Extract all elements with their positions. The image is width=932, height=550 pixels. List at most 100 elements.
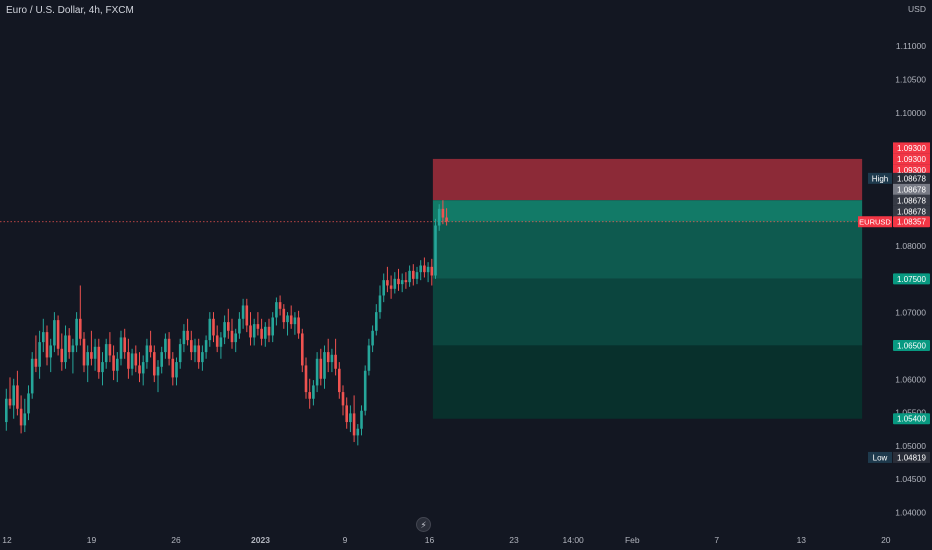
candle-body[interactable] bbox=[116, 358, 119, 371]
candle-body[interactable] bbox=[330, 354, 334, 363]
candle-body[interactable] bbox=[149, 345, 152, 353]
candle-body[interactable] bbox=[227, 322, 230, 331]
candle-body[interactable] bbox=[182, 330, 186, 345]
candle-body[interactable] bbox=[104, 344, 108, 363]
candle-body[interactable] bbox=[412, 270, 415, 279]
candle-body[interactable] bbox=[82, 338, 86, 366]
candle-body[interactable] bbox=[56, 320, 60, 349]
candle-body[interactable] bbox=[323, 352, 326, 379]
candle-body[interactable] bbox=[345, 405, 348, 423]
candle-body[interactable] bbox=[112, 355, 115, 371]
candle-body[interactable] bbox=[71, 345, 75, 353]
candle-body[interactable] bbox=[289, 315, 293, 325]
candle-body[interactable] bbox=[367, 345, 371, 371]
candle-body[interactable] bbox=[215, 335, 219, 347]
candle-body[interactable] bbox=[86, 352, 89, 366]
candle-body[interactable] bbox=[404, 280, 408, 283]
candle-body[interactable] bbox=[371, 330, 374, 346]
candle-body[interactable] bbox=[230, 330, 234, 343]
candle-body[interactable] bbox=[23, 413, 27, 426]
candle-body[interactable] bbox=[97, 346, 101, 373]
candle-body[interactable] bbox=[64, 335, 67, 363]
candle-body[interactable] bbox=[445, 217, 448, 222]
candle-body[interactable] bbox=[138, 365, 141, 374]
take-profit-zone[interactable] bbox=[432, 200, 863, 222]
candle-body[interactable] bbox=[441, 208, 445, 218]
candle-body[interactable] bbox=[278, 302, 282, 309]
candle-body[interactable] bbox=[42, 332, 45, 343]
candle-body[interactable] bbox=[16, 385, 19, 409]
candle-body[interactable] bbox=[275, 302, 278, 318]
candle-body[interactable] bbox=[282, 308, 286, 323]
candle-body[interactable] bbox=[234, 333, 237, 343]
candle-body[interactable] bbox=[164, 338, 167, 353]
candle-body[interactable] bbox=[245, 305, 249, 326]
candle-body[interactable] bbox=[19, 408, 23, 426]
candle-body[interactable] bbox=[382, 280, 385, 296]
candle-body[interactable] bbox=[145, 345, 149, 363]
candle-body[interactable] bbox=[389, 285, 393, 289]
stop-loss-zone[interactable] bbox=[432, 158, 863, 201]
candle-body[interactable] bbox=[419, 265, 422, 273]
candle-body[interactable] bbox=[79, 318, 82, 339]
candle-body[interactable] bbox=[304, 365, 308, 393]
candle-body[interactable] bbox=[127, 352, 130, 369]
candle-body[interactable] bbox=[38, 342, 41, 367]
candle-body[interactable] bbox=[75, 318, 78, 346]
candle-body[interactable] bbox=[45, 332, 49, 358]
candle-body[interactable] bbox=[123, 337, 126, 353]
candle-body[interactable] bbox=[375, 312, 378, 331]
candle-body[interactable] bbox=[204, 340, 208, 353]
candle-body[interactable] bbox=[260, 328, 263, 339]
candle-body[interactable] bbox=[363, 370, 367, 411]
candle-body[interactable] bbox=[249, 325, 252, 338]
candle-body[interactable] bbox=[423, 265, 426, 273]
candle-body[interactable] bbox=[426, 266, 430, 273]
candle-body[interactable] bbox=[319, 358, 323, 379]
candle-body[interactable] bbox=[400, 280, 404, 285]
candle-body[interactable] bbox=[193, 345, 197, 353]
candle-body[interactable] bbox=[101, 362, 104, 373]
candle-body[interactable] bbox=[356, 428, 360, 436]
candle-body[interactable] bbox=[349, 413, 352, 423]
candle-body[interactable] bbox=[53, 320, 56, 346]
candle-body[interactable] bbox=[223, 322, 226, 338]
candle-body[interactable] bbox=[293, 317, 297, 325]
candle-body[interactable] bbox=[197, 345, 200, 363]
candle-body[interactable] bbox=[27, 393, 30, 414]
candle-body[interactable] bbox=[341, 392, 345, 406]
candle-body[interactable] bbox=[212, 318, 215, 336]
candle-body[interactable] bbox=[434, 225, 437, 276]
candle-body[interactable] bbox=[108, 344, 112, 356]
candle-body[interactable] bbox=[219, 337, 223, 347]
candle-body[interactable] bbox=[90, 352, 93, 359]
candle-body[interactable] bbox=[208, 318, 212, 341]
candle-body[interactable] bbox=[34, 358, 38, 367]
candle-body[interactable] bbox=[312, 385, 315, 399]
candle-body[interactable] bbox=[338, 368, 341, 393]
candle-body[interactable] bbox=[119, 337, 123, 359]
candle-body[interactable] bbox=[141, 362, 145, 374]
candle-body[interactable] bbox=[267, 326, 271, 336]
take-profit-zone-1[interactable] bbox=[432, 221, 863, 279]
candle-body[interactable] bbox=[271, 317, 274, 336]
candle-body[interactable] bbox=[326, 352, 330, 363]
candle-body[interactable] bbox=[252, 324, 256, 338]
candle-body[interactable] bbox=[334, 354, 337, 369]
lightning-icon[interactable]: ⚡ bbox=[416, 517, 431, 532]
candle-body[interactable] bbox=[360, 410, 363, 429]
candle-body[interactable] bbox=[352, 413, 356, 436]
candle-body[interactable] bbox=[171, 358, 175, 378]
candle-body[interactable] bbox=[201, 352, 204, 363]
candle-body[interactable] bbox=[397, 278, 400, 285]
candle-body[interactable] bbox=[30, 358, 34, 394]
take-profit-zone-3[interactable] bbox=[432, 345, 863, 419]
candle-body[interactable] bbox=[393, 278, 397, 289]
candle-body[interactable] bbox=[308, 392, 311, 399]
candle-body[interactable] bbox=[315, 358, 319, 386]
candle-body[interactable] bbox=[190, 340, 193, 353]
candle-body[interactable] bbox=[93, 346, 97, 359]
candle-body[interactable] bbox=[430, 266, 434, 276]
candle-body[interactable] bbox=[238, 318, 241, 334]
